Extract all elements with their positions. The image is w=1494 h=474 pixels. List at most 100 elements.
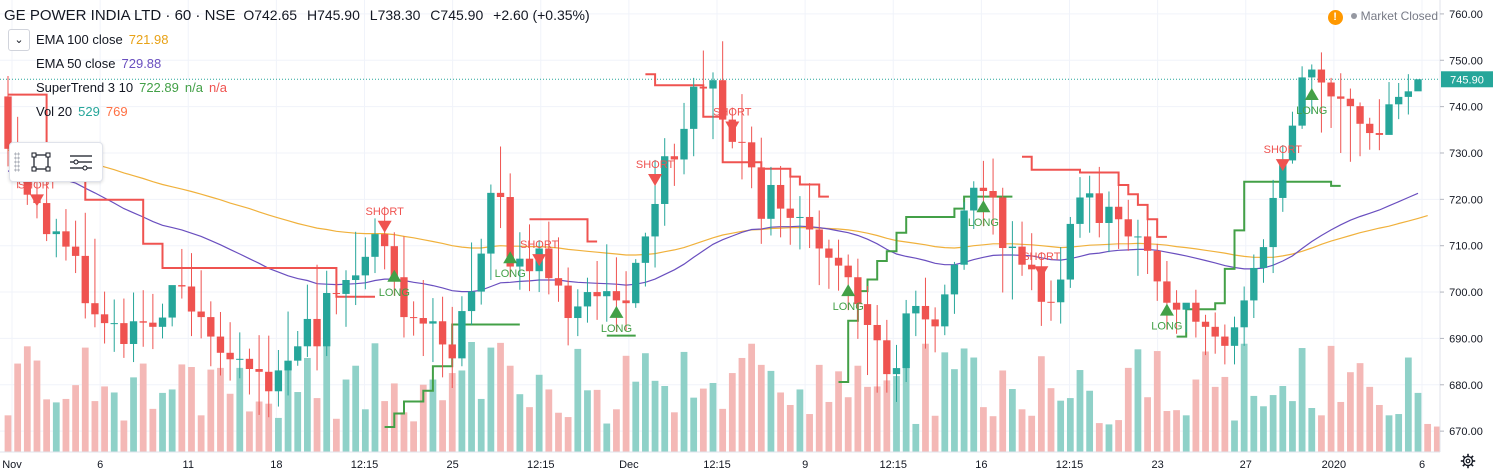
candle-body [100, 314, 109, 324]
candle-body [1317, 69, 1326, 83]
collapse-legend-button[interactable]: ⌄ [8, 29, 30, 51]
candle-body [294, 346, 302, 361]
volume-bar [728, 373, 736, 452]
candle-body [931, 319, 939, 327]
volume-bar [33, 360, 41, 452]
volume-bar [1298, 348, 1306, 452]
volume-bar [294, 392, 302, 452]
indicator-ema100[interactable]: EMA 100 close 721.98 [36, 32, 168, 47]
volume-bar [487, 347, 495, 452]
drawing-toolbox[interactable] [9, 142, 103, 182]
supertrend-segment [838, 195, 1013, 383]
volume-bar [448, 373, 456, 452]
volume-bar [767, 370, 775, 452]
volume-bar [1095, 423, 1103, 452]
volume-bar [613, 409, 620, 452]
volume-bar [999, 370, 1007, 452]
candle-body [1308, 69, 1316, 78]
candle-body [854, 277, 862, 305]
volume-bar [960, 348, 968, 452]
candle-body [999, 197, 1007, 249]
candle-body [757, 167, 765, 219]
candle-body [747, 142, 756, 168]
candle-body [989, 190, 997, 198]
price-axis-background [1440, 0, 1494, 474]
volume-bar [951, 369, 958, 452]
volume-bar [980, 407, 987, 452]
candle-body [1105, 206, 1113, 223]
indicator-extra-1: n/a [184, 80, 203, 95]
candle-body [361, 256, 369, 276]
indicator-supertrend[interactable]: SuperTrend 3 10 722.89 n/a n/a [36, 80, 227, 95]
volume-bar [1375, 404, 1383, 452]
volume-bar [922, 343, 929, 452]
alert-icon[interactable]: ! [1327, 10, 1343, 25]
candle-body [1172, 302, 1181, 310]
long-signal-arrow [1304, 88, 1319, 101]
indicator-ema50[interactable]: EMA 50 close 729.88 [36, 56, 161, 71]
gear-icon[interactable] [1460, 453, 1476, 469]
short-signal-label: SHORT [520, 239, 559, 251]
volume-bar [642, 353, 649, 452]
time-tick-label: 11 [183, 459, 194, 471]
candle-body [448, 344, 456, 359]
volume-bar [246, 411, 253, 452]
candle-body [583, 292, 592, 307]
candle-body [709, 80, 717, 89]
rectangle-select-icon[interactable] [28, 149, 54, 175]
long-signal-label: LONG [833, 301, 864, 313]
candle-body [1279, 160, 1287, 198]
volume-bar [332, 418, 340, 452]
volume-bar [709, 382, 717, 452]
candle-body [718, 80, 727, 120]
volume-bar [1347, 372, 1354, 452]
drag-handle-icon[interactable] [14, 152, 20, 172]
volume-bar [584, 390, 591, 452]
short-signal-label: SHORT [365, 206, 404, 218]
volume-bar [1009, 389, 1016, 452]
volume-bar [506, 365, 514, 452]
candle-body [1085, 193, 1094, 198]
volume-bar [1404, 357, 1412, 452]
candle-body [805, 216, 814, 230]
market-status[interactable]: ! Market Closed [1327, 9, 1438, 25]
volume-bar [217, 367, 224, 452]
volume-bar [748, 343, 756, 452]
candle-body [612, 291, 621, 301]
candle-body [158, 317, 167, 327]
candle-body [1163, 281, 1171, 303]
price-tick-label: 680.00 [1449, 380, 1483, 392]
volume-bar [419, 384, 427, 452]
time-tick-label: 9 [802, 459, 808, 471]
time-tick-label: 6 [97, 459, 103, 471]
volume-bar [516, 394, 524, 452]
symbol-title[interactable]: GE POWER INDIA LTD · 60 · NSE [4, 7, 236, 24]
candle-body [506, 197, 514, 267]
candle-body [1182, 302, 1190, 310]
volume-bar [1066, 398, 1074, 452]
candle-body [1153, 250, 1161, 282]
candle-body [1385, 104, 1393, 135]
short-signal-arrow [29, 194, 44, 207]
candle-body [467, 291, 476, 312]
volume-bar [226, 393, 234, 452]
volume-bar [651, 380, 659, 452]
volume-bar [352, 365, 360, 452]
candle-body [197, 311, 205, 318]
volume-bar [1182, 415, 1190, 452]
volume-bar [786, 404, 794, 452]
market-status-label: Market Closed [1360, 9, 1438, 23]
volume-bar [864, 386, 871, 452]
short-signal-label: SHORT [713, 107, 752, 119]
indicator-volume[interactable]: Vol 20 529 769 [36, 104, 128, 119]
last-price-badge [1441, 71, 1493, 88]
candle-body [960, 210, 968, 265]
short-signal-arrow [725, 121, 740, 134]
candle-body [1047, 301, 1055, 303]
short-signal-label: SHORT [18, 179, 57, 191]
candle-body [284, 360, 292, 371]
candle-body [767, 184, 775, 219]
object-tree-icon[interactable] [68, 149, 94, 175]
